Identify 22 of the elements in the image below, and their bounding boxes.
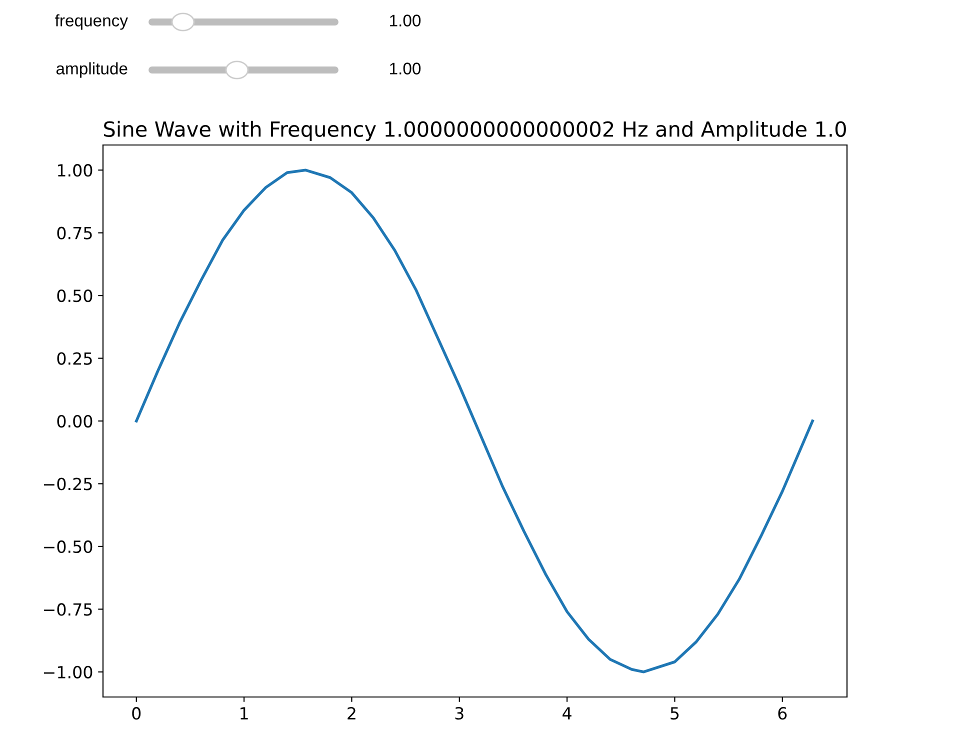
text: frequency bbox=[55, 14, 128, 30]
x-tick-label: 4 bbox=[562, 707, 572, 720]
y-tick-label: 0.50 bbox=[57, 290, 92, 302]
chart-title: Sine Wave with Frequency 1.0000000000000002 Hz and Amplitude 1.0 bbox=[104, 120, 846, 141]
y-tick-label: 0.00 bbox=[57, 414, 92, 428]
line-series bbox=[134, 168, 814, 674]
y-tick-label: 1.00 bbox=[58, 164, 92, 177]
x-tick-label: 0 bbox=[132, 707, 141, 720]
x-tick-label: 3 bbox=[455, 707, 464, 720]
text: amplitude bbox=[56, 62, 128, 78]
y-tick-label: 0.25 bbox=[57, 352, 92, 365]
y-tick-label: −1.00 bbox=[44, 666, 92, 678]
y-tick-label: −0.75 bbox=[44, 603, 92, 616]
y-tick-label: −0.50 bbox=[44, 540, 92, 554]
text: 1.00 bbox=[390, 62, 421, 74]
x-tick-label: 2 bbox=[348, 707, 356, 720]
y-tick-label: −0.25 bbox=[44, 478, 92, 490]
x-tick-label: 6 bbox=[778, 707, 787, 720]
y-tick-label: 0.75 bbox=[57, 226, 92, 240]
x-tick-label: 1 bbox=[240, 707, 248, 720]
x-tick-label: 5 bbox=[670, 707, 679, 720]
text: 1.00 bbox=[390, 14, 421, 26]
